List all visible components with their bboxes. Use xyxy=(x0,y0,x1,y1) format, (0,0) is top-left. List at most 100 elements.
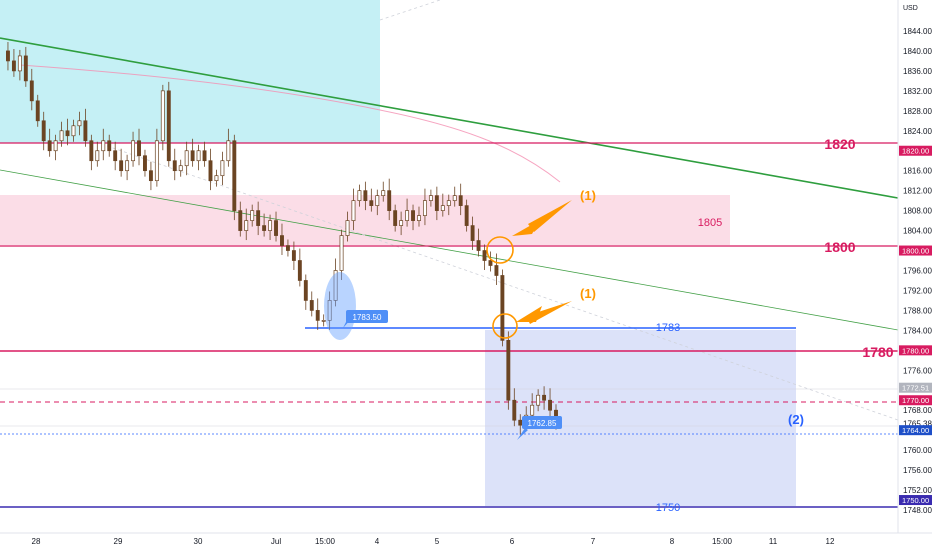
candle-body xyxy=(143,155,147,172)
callout-pointer-2 xyxy=(517,428,528,440)
orange-arrowhead-icon-1 xyxy=(512,220,540,236)
candle-body xyxy=(71,125,76,137)
candle-body xyxy=(422,200,427,216)
price-tag xyxy=(899,395,932,406)
candle-body xyxy=(178,165,183,172)
candle-body xyxy=(101,140,106,152)
candle-body xyxy=(530,404,535,416)
price-tag xyxy=(899,345,932,356)
x-tick-label: 4 xyxy=(375,537,380,546)
x-tick-label: 6 xyxy=(510,537,515,546)
candle-body xyxy=(41,120,46,142)
candle-body xyxy=(119,160,124,172)
x-tick-label: 7 xyxy=(591,537,596,546)
candle-body xyxy=(452,195,457,201)
x-tick-label: 15:00 xyxy=(315,537,336,546)
y-tick-label: 1765.38 xyxy=(903,419,932,428)
y-tick-label: 1788.00 xyxy=(903,306,932,315)
level-label-1783: 1783 xyxy=(656,322,680,334)
candle-body xyxy=(196,150,201,162)
candle-body xyxy=(11,60,16,72)
orange-arrowhead-icon-2 xyxy=(516,306,542,322)
candle-body xyxy=(107,140,112,152)
candle-body xyxy=(166,90,171,162)
candle-body xyxy=(506,340,511,401)
candle-body xyxy=(488,260,493,266)
candle-body xyxy=(232,140,237,211)
x-tick-label: 29 xyxy=(114,537,123,546)
orange-circle-2 xyxy=(492,313,518,339)
currency-label: USD xyxy=(903,5,918,12)
candle-body xyxy=(280,235,284,246)
candle-body xyxy=(297,260,302,281)
y-tick-label: 1768.00 xyxy=(903,406,932,415)
zone-label-1805: 1805 xyxy=(698,217,722,229)
candle-body xyxy=(303,280,308,301)
candle-body xyxy=(244,220,249,231)
candle-body xyxy=(226,140,231,162)
candle-body xyxy=(35,100,40,122)
y-tick-label: 1784.00 xyxy=(903,326,932,335)
callout-label-1: 1783.50 xyxy=(353,313,382,322)
candle-body xyxy=(399,220,404,226)
y-tick-label: 1776.00 xyxy=(903,366,932,375)
x-tick-label: Jul xyxy=(271,537,281,546)
y-tick-label: 1840.00 xyxy=(903,47,932,56)
candle-body xyxy=(148,170,153,182)
level-label-1820: 1820 xyxy=(824,136,855,152)
price-tag-label: 1820.00 xyxy=(902,147,929,156)
y-tick-label: 1832.00 xyxy=(903,87,932,96)
orange-arrow-icon-2 xyxy=(526,301,572,324)
y-tick-label: 1796.00 xyxy=(903,266,932,275)
candle-body xyxy=(476,240,481,251)
candle-body xyxy=(309,300,314,311)
price-tag-label: 1750.00 xyxy=(902,496,929,505)
y-tick-label: 1844.00 xyxy=(903,27,932,36)
candle-body xyxy=(291,250,296,261)
green-trendline-lower xyxy=(0,169,899,331)
y-axis-panel[interactable] xyxy=(898,0,932,550)
candle-body xyxy=(214,175,219,182)
candle-body xyxy=(387,190,392,211)
y-tick-label: 1748.00 xyxy=(903,506,932,515)
callout-box-1 xyxy=(346,310,388,323)
candle-body xyxy=(428,195,433,201)
y-tick-label: 1824.00 xyxy=(903,127,932,136)
price-tag-label: 1770.00 xyxy=(902,396,929,405)
green-trendline-upper xyxy=(0,37,899,199)
level-label-1780: 1780 xyxy=(862,344,893,360)
candle-body xyxy=(345,220,350,236)
candle-body xyxy=(131,140,136,162)
candle-body xyxy=(548,399,552,411)
candle-body xyxy=(59,130,64,142)
y-tick-label: 1808.00 xyxy=(903,207,932,216)
candle-body xyxy=(89,140,94,162)
x-ticks: 28 29 30 Jul 15:00 4 5 6 7 8 15:00 11 12 xyxy=(32,537,835,546)
price-tag-label: 1764.00 xyxy=(902,426,929,435)
annotation-1b: (1) xyxy=(580,286,596,301)
candle-body xyxy=(238,210,243,231)
candle-body xyxy=(23,55,28,82)
candle-body xyxy=(458,195,463,206)
candle-body xyxy=(95,150,100,162)
price-tag-label: 1772.51 xyxy=(902,384,929,393)
candle-body xyxy=(518,419,523,426)
annotation-2: (2) xyxy=(788,412,804,427)
y-tick-label: 1792.00 xyxy=(903,286,932,295)
orange-arrow-icon-1 xyxy=(528,200,572,232)
price-tag xyxy=(899,145,932,156)
level-label-1800: 1800 xyxy=(824,239,855,255)
price-tag xyxy=(899,245,932,256)
candle-body xyxy=(470,225,475,241)
candle-body xyxy=(542,394,547,401)
candle-body xyxy=(208,160,213,182)
candle-body xyxy=(262,225,267,231)
price-tag xyxy=(899,382,932,393)
candle-body xyxy=(77,120,82,127)
candle-body xyxy=(29,80,34,102)
y-tick-label: 1760.00 xyxy=(903,446,932,455)
candle-body xyxy=(256,210,261,226)
candle-body xyxy=(65,130,70,137)
